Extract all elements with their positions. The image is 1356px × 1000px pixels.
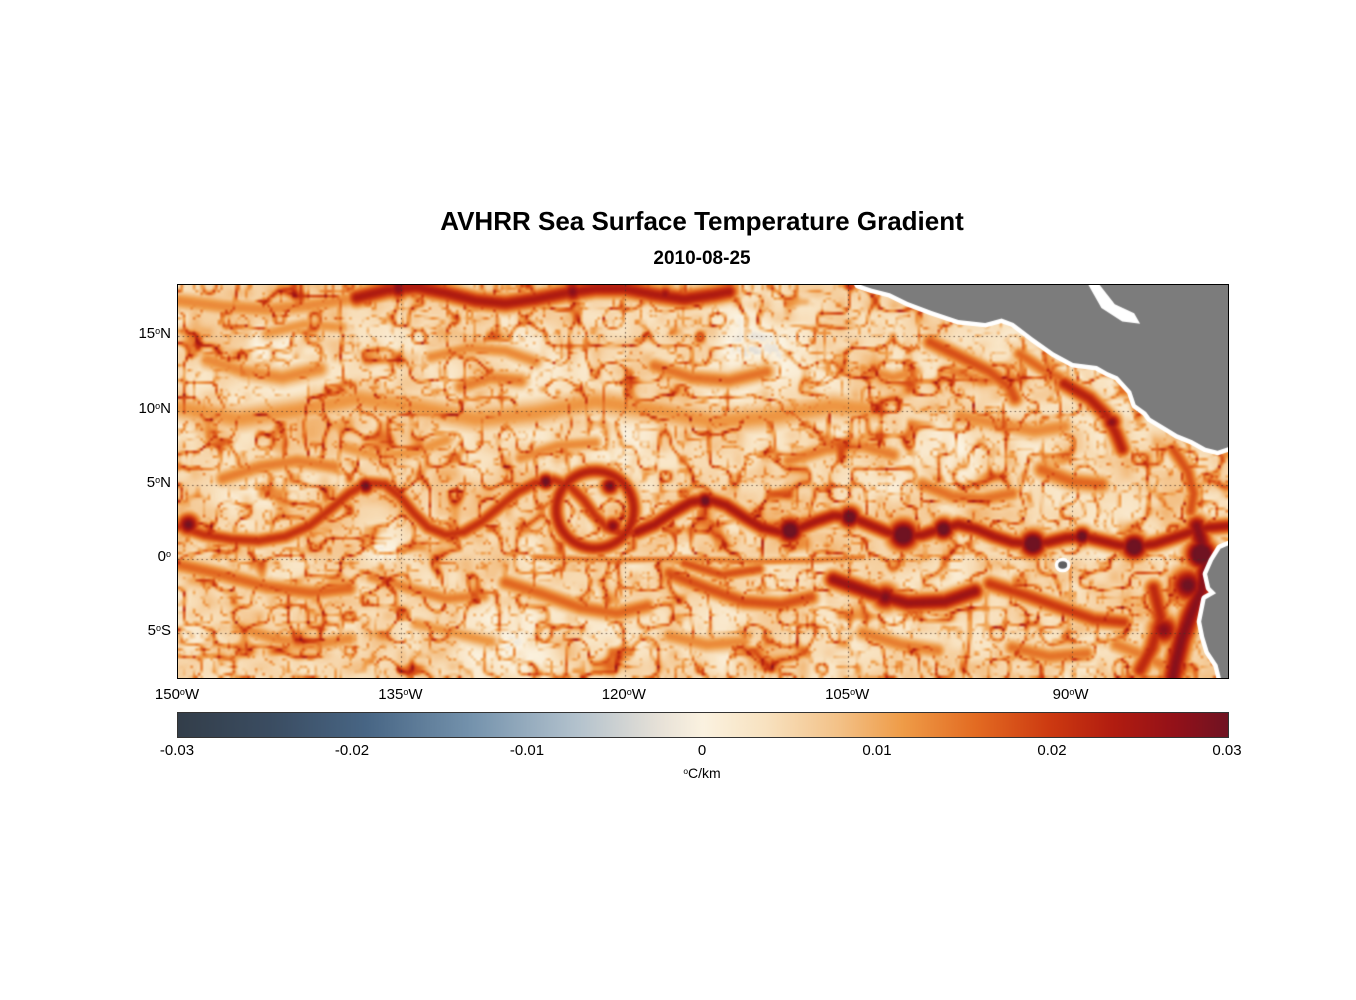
y-axis-tick-label: 0o (157, 548, 171, 566)
colorbar-tick-label: 0.02 (1037, 742, 1067, 759)
colorbar-tick-label: 0 (697, 742, 707, 759)
colorbar-tick-label: 0.03 (1212, 742, 1242, 759)
y-axis-tick-label: 5oN (146, 473, 171, 491)
colorbar-tick-label: -0.03 (159, 742, 195, 759)
x-axis-tick-label: 105oW (825, 686, 870, 703)
colorbar-tick-label: -0.01 (509, 742, 545, 759)
y-axis-tick-label: 5oS (147, 622, 171, 640)
chart-title: AVHRR Sea Surface Temperature Gradient (440, 206, 964, 236)
x-axis-tick-label: 90oW (1052, 686, 1089, 703)
map-plot-area (177, 284, 1229, 679)
y-axis-tick-label: 15oN (138, 325, 171, 343)
y-axis-tick-label: 10oN (138, 399, 171, 417)
x-axis-tick-label: 150oW (154, 686, 200, 703)
colorbar-unit-label: oC/km (683, 765, 721, 781)
colorbar-frame (177, 712, 1229, 738)
colorbar-gradient-canvas (178, 713, 1228, 737)
x-axis-tick-label: 135oW (378, 686, 423, 703)
colorbar-tick-label: -0.02 (334, 742, 370, 759)
colorbar-tick-label: 0.01 (862, 742, 892, 759)
sst-gradient-map-canvas (178, 285, 1228, 678)
chart-subtitle: 2010-08-25 (653, 248, 751, 269)
x-axis-tick-label: 120oW (601, 686, 646, 703)
